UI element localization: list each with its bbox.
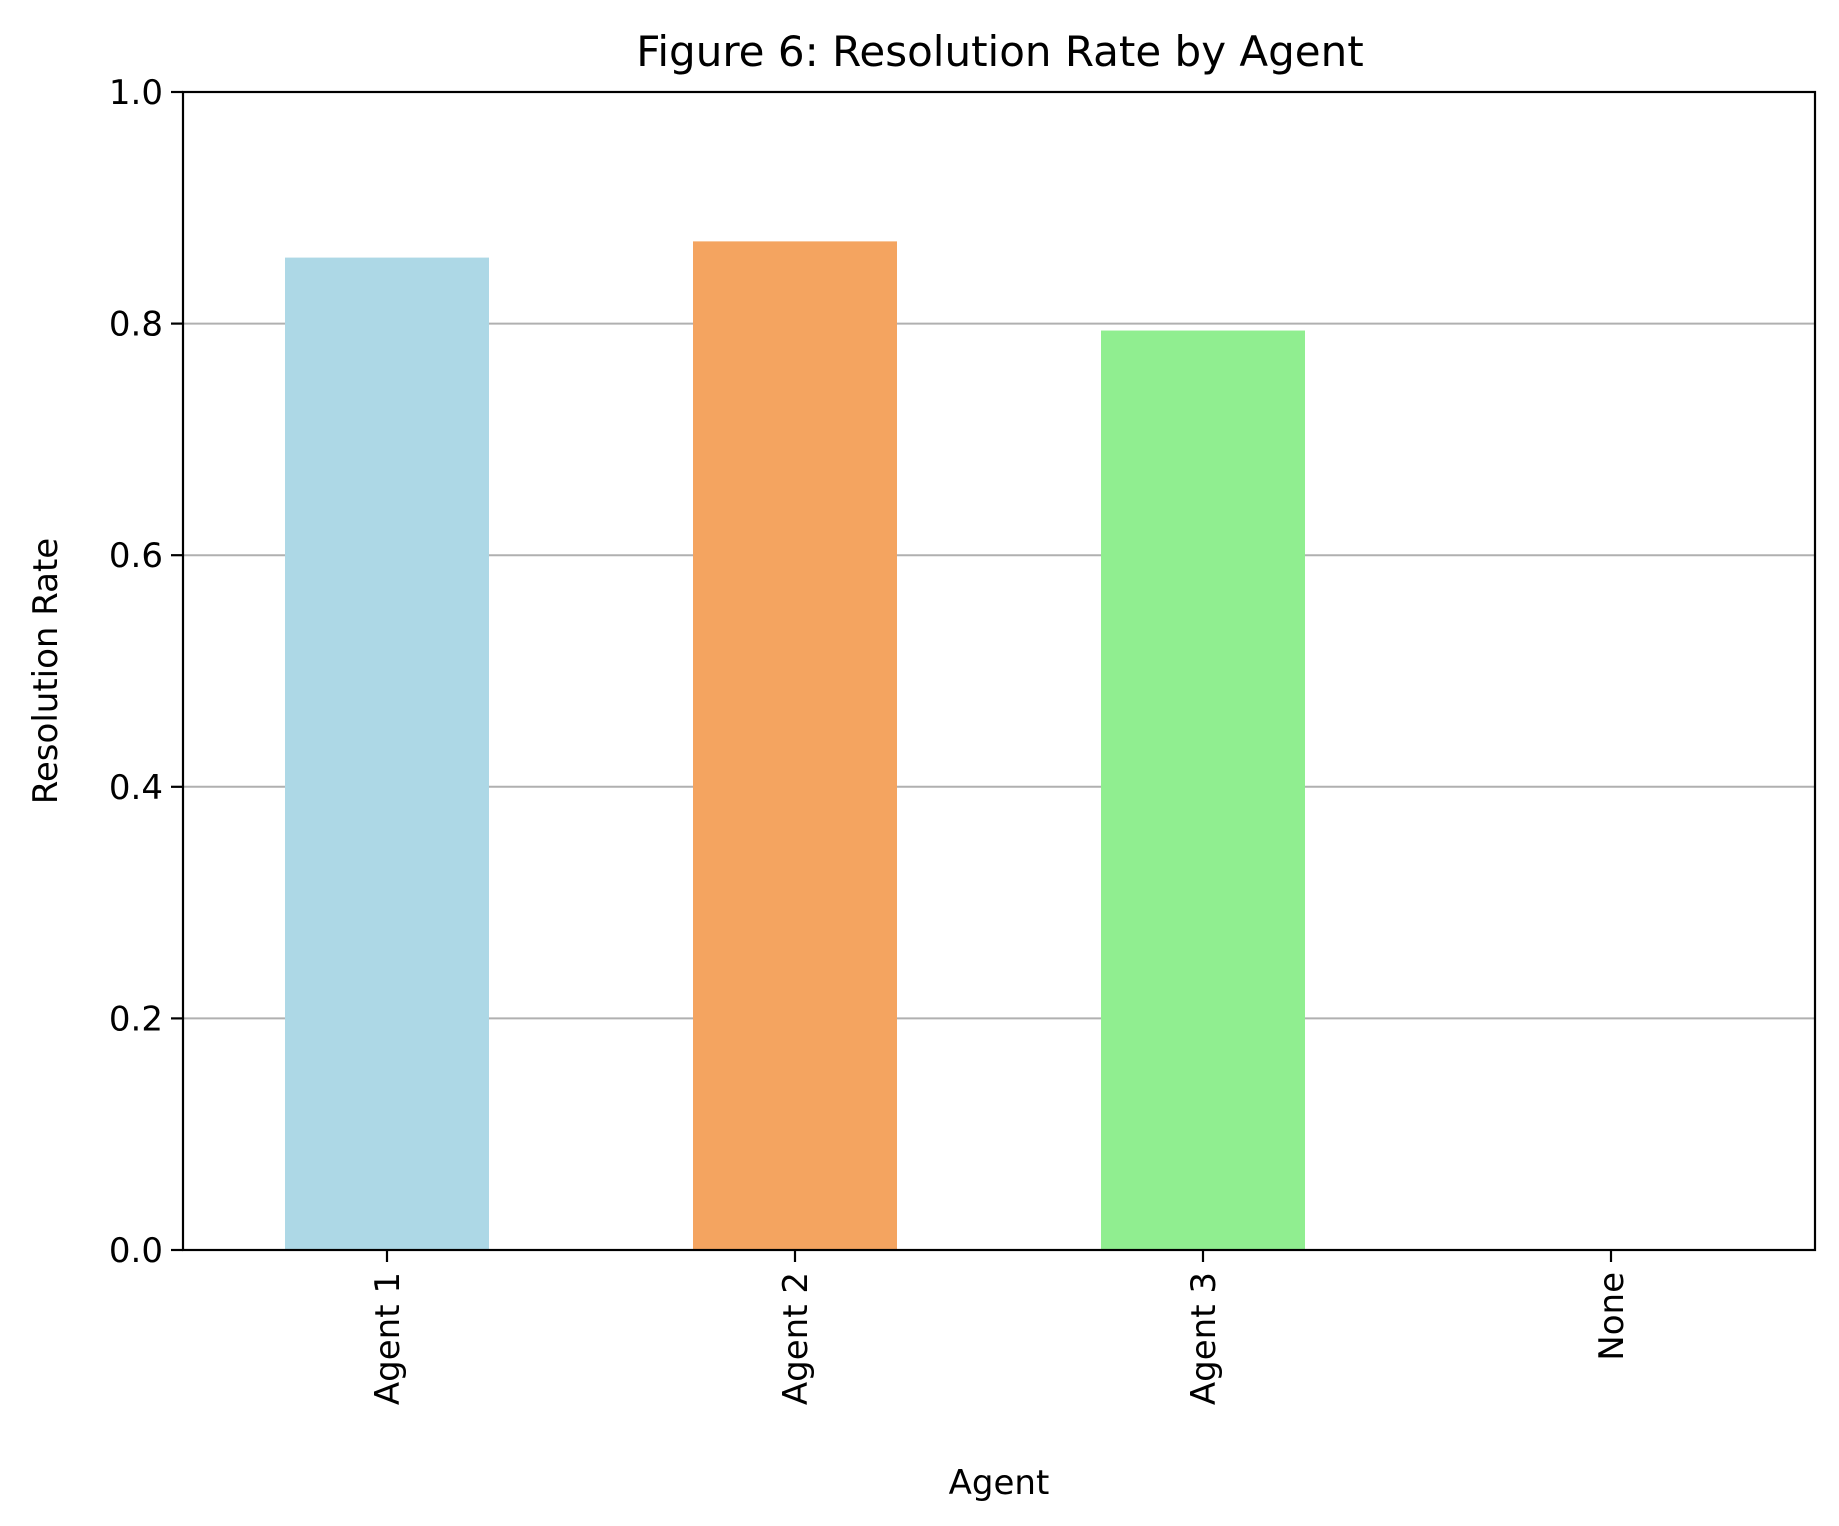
x-tick-label: None: [1592, 1272, 1632, 1361]
y-axis: 0.0 0.2 0.4 0.6 0.8 1.0: [109, 73, 183, 1271]
y-tick-label: 0.0: [109, 1231, 163, 1271]
bar-agent-3: [1101, 330, 1305, 1251]
bar-agent-2: [693, 241, 897, 1250]
bar-agent-1: [285, 257, 489, 1250]
y-tick-label: 1.0: [109, 73, 163, 113]
x-tick-label: Agent 1: [368, 1272, 408, 1405]
x-tick-label: Agent 3: [1184, 1272, 1224, 1405]
y-tick-label: 0.2: [109, 999, 163, 1039]
x-axis-label: Agent: [949, 1463, 1050, 1503]
bars: [285, 241, 1305, 1251]
y-tick-label: 0.6: [109, 536, 163, 576]
x-tick-label: Agent 2: [776, 1272, 816, 1405]
x-axis: Agent 1 Agent 2 Agent 3 None: [368, 1250, 1632, 1405]
chart-title: Figure 6: Resolution Rate by Agent: [636, 27, 1363, 76]
y-tick-label: 0.8: [109, 305, 163, 345]
plot-frame: [181, 90, 1817, 1252]
y-tick-label: 0.4: [109, 768, 163, 808]
y-axis-label: Resolution Rate: [26, 538, 66, 804]
